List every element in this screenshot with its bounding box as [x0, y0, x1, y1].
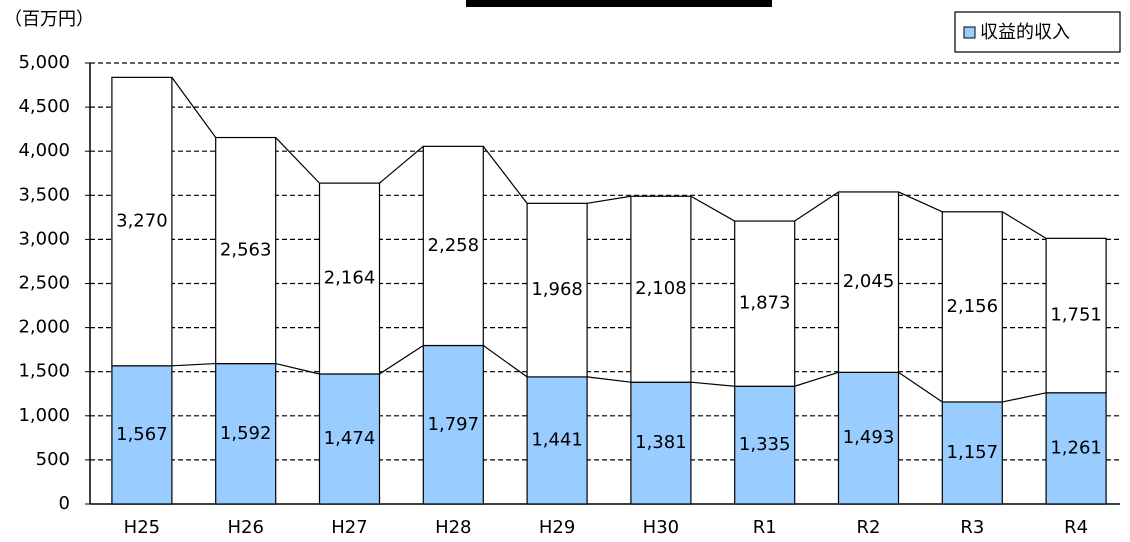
title-box	[466, 0, 772, 7]
x-tick-label: R1	[753, 517, 777, 538]
bar-segment	[422, 145, 484, 347]
x-tick-label: H28	[435, 517, 471, 538]
bar-segment	[837, 371, 900, 505]
value-label: 1,567	[116, 424, 168, 445]
bar-segment	[630, 195, 692, 383]
connector	[1001, 211, 1047, 239]
bar-segment	[1045, 392, 1107, 505]
y-tick-label: 2,000	[18, 317, 70, 338]
bar-segment	[111, 76, 173, 367]
bar-segment	[526, 376, 588, 505]
y-tick-label: 3,000	[18, 228, 70, 249]
y-tick-label: 3,500	[18, 184, 70, 205]
connector	[379, 345, 424, 375]
x-tick-label: R2	[857, 517, 881, 538]
bar-segment	[422, 344, 484, 505]
connector	[171, 362, 216, 367]
bar-segment	[318, 182, 381, 375]
connector	[690, 381, 735, 387]
value-label: 2,164	[324, 268, 376, 289]
connector	[587, 376, 631, 383]
value-label: 1,474	[324, 428, 376, 449]
y-tick-label: 500	[36, 449, 70, 470]
value-label: 1,493	[843, 427, 895, 448]
bar-segment	[630, 381, 692, 505]
connector	[171, 77, 217, 138]
legend-label: 収益的収入	[980, 22, 1070, 43]
value-label: 1,157	[947, 442, 999, 463]
y-tick-label: 0	[59, 493, 70, 514]
bar-segment	[837, 191, 900, 373]
bar-segment	[734, 220, 796, 387]
connector	[1002, 392, 1047, 403]
value-label: 3,270	[116, 211, 168, 232]
value-label: 1,797	[428, 414, 480, 435]
bar-segment	[734, 385, 796, 505]
connector	[794, 191, 839, 222]
value-label: 2,108	[635, 278, 687, 299]
value-label: 1,873	[739, 293, 791, 314]
value-label: 2,258	[428, 235, 480, 256]
connector	[794, 371, 839, 387]
y-tick-label: 1,000	[18, 405, 70, 426]
connector	[482, 345, 528, 378]
bar-segment	[215, 136, 277, 365]
connector	[898, 191, 943, 213]
bar-segment	[526, 202, 588, 378]
bar-segment	[318, 373, 381, 505]
bar-segment	[1045, 237, 1107, 394]
value-label: 1,335	[739, 434, 791, 455]
connector	[379, 145, 424, 184]
y-tick-label: 1,500	[18, 361, 70, 382]
y-tick-label: 4,500	[18, 96, 70, 117]
value-label: 1,592	[220, 423, 272, 444]
x-tick-label: H27	[331, 517, 367, 538]
y-tick-label: 2,500	[18, 273, 70, 294]
bar-segment	[941, 211, 1003, 403]
connector	[587, 195, 631, 204]
value-label: 2,563	[220, 240, 272, 261]
x-tick-label: H30	[643, 517, 679, 538]
y-axis-label: （百万円）	[4, 9, 94, 30]
value-label: 2,156	[947, 296, 999, 317]
x-tick-label: H26	[227, 517, 263, 538]
legend-box	[954, 11, 1121, 53]
x-tick-label: H25	[124, 517, 160, 538]
value-label: 1,441	[531, 429, 583, 450]
bar-segment	[215, 362, 277, 505]
value-label: 1,261	[1050, 437, 1102, 458]
x-tick-label: H29	[539, 517, 575, 538]
bar-segment	[941, 401, 1003, 505]
legend-swatch	[963, 26, 976, 39]
x-tick-label: R3	[960, 517, 984, 538]
connector	[482, 145, 528, 204]
value-label: 1,968	[531, 279, 583, 300]
value-label: 1,751	[1050, 305, 1102, 326]
y-tick-label: 4,000	[18, 140, 70, 161]
y-tick-label: 5,000	[18, 52, 70, 73]
connector	[690, 195, 735, 222]
bar-segment	[111, 365, 173, 505]
connector	[275, 363, 320, 375]
connector	[898, 371, 943, 403]
value-label: 1,381	[635, 432, 687, 453]
x-tick-label: R4	[1064, 517, 1088, 538]
value-label: 2,045	[843, 271, 895, 292]
connector	[275, 137, 320, 184]
